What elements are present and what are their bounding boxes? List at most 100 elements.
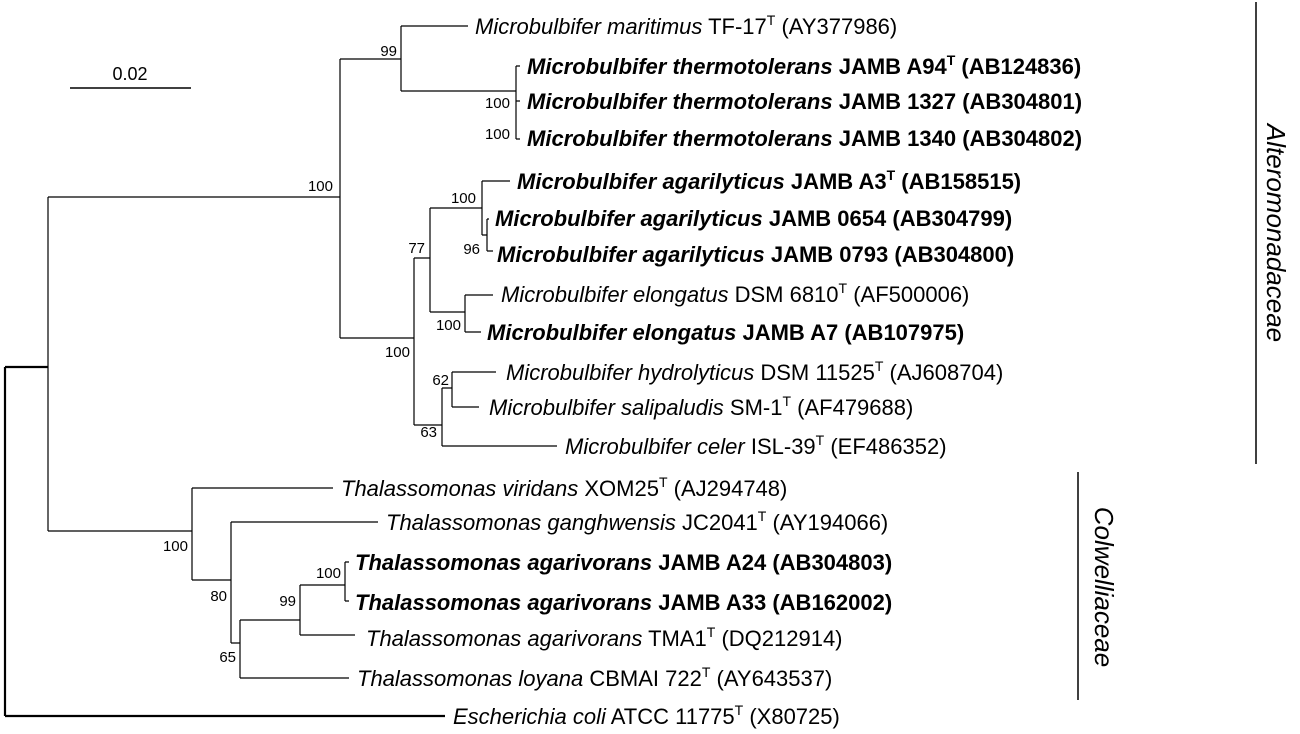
taxon-accession: (AB304803) [766,550,892,575]
branch-ingroup [48,197,340,531]
branch-agarivorans [300,585,355,635]
taxon-accession: (AB304802) [956,126,1082,151]
bootstrap-value: 63 [420,424,437,441]
branch-thalassomonas [192,488,333,580]
taxon-label: Microbulbifer hydrolyticus DSM 11525T (A… [506,358,1003,385]
taxon-accession: (AB124836) [955,54,1081,79]
taxon-label: Microbulbifer agarilyticus JAMB 0654 (AB… [495,206,1012,231]
taxon-accession: (EF486352) [824,434,946,459]
taxon-species-name: Thalassomonas agarivorans [355,550,652,575]
branch-agarivorans-jamb [345,562,349,601]
taxon-accession: (AY643537) [710,666,832,691]
taxon-strain: JC2041 [676,510,758,535]
bootstrap-value: 100 [308,178,333,195]
taxon-species-name: Microbulbifer hydrolyticus [506,360,754,385]
taxon-strain: JAMB A24 [652,550,767,575]
taxon-strain: XOM25 [578,476,659,501]
taxon-label: Microbulbifer thermotolerans JAMB A94T (… [527,52,1081,79]
taxon-label: Microbulbifer agarilyticus JAMB 0793 (AB… [497,242,1014,267]
taxon-species-name: Escherichia coli [453,704,607,729]
taxon-accession: (AJ608704) [883,360,1003,385]
taxon-species-name: Microbulbifer celer [565,434,746,459]
taxon-accession: (AB304801) [956,89,1082,114]
taxon-labels: Microbulbifer maritimus TF-17T (AY377986… [341,12,1082,729]
taxon-accession: (AB158515) [895,169,1021,194]
taxon-species-name: Thalassomonas agarivorans [366,626,642,651]
taxon-label: Microbulbifer celer ISL-39T (EF486352) [565,432,947,459]
scale-bar: 0.02 [70,64,191,88]
taxon-label: Microbulbifer thermotolerans JAMB 1340 (… [527,126,1082,151]
clade-label-colwelliaceae: Colwelliaceae [1089,507,1119,667]
taxon-strain: ATCC 11775 [606,704,735,729]
bootstrap-value: 100 [385,344,410,361]
taxon-label: Thalassomonas loyana CBMAI 722T (AY64353… [357,664,832,691]
taxon-strain: CBMAI 722 [583,666,702,691]
taxon-strain: SM-1 [724,395,783,420]
bootstrap-value: 100 [163,538,188,555]
taxon-strain: TMA1 [642,626,706,651]
taxon-label: Microbulbifer maritimus TF-17T (AY377986… [475,12,897,39]
taxon-accession: (AJ294748) [668,476,788,501]
taxon-species-name: Microbulbifer thermotolerans [527,89,833,114]
bootstrap-value: 65 [219,649,236,666]
bootstrap-value: 100 [451,190,476,207]
taxon-species-name: Thalassomonas agarivorans [355,590,652,615]
taxon-species-name: Thalassomonas ganghwensis [386,510,676,535]
branch-agarilyticus-elongatus [414,258,442,425]
taxon-species-name: Microbulbifer salipaludis [489,395,724,420]
taxon-strain: ISL-39 [745,434,816,459]
bootstrap-value: 99 [279,593,296,610]
taxon-species-name: Microbulbifer elongatus [487,320,736,345]
bootstrap-value: 62 [432,372,449,389]
taxon-species-name: Thalassomonas loyana [357,666,583,691]
clade-label-alteromonadaceae: Alteromonadaceae [1261,122,1291,342]
taxon-accession: (AB107975) [838,320,964,345]
bootstrap-value: 96 [463,241,480,258]
taxon-strain: JAMB A33 [652,590,766,615]
taxon-accession: (AF500006) [847,282,969,307]
taxon-strain: JAMB A94 [833,54,948,79]
branch-ag-0654-0793 [487,219,493,251]
taxon-label: Microbulbifer elongatus JAMB A7 (AB10797… [487,320,964,345]
bootstrap-value: 100 [316,565,341,582]
taxon-strain: JAMB A7 [736,320,838,345]
taxon-accession: (AF479688) [791,395,913,420]
taxon-label: Thalassomonas agarivorans JAMB A33 (AB16… [355,590,892,615]
taxon-species-name: Microbulbifer agarilyticus [517,169,785,194]
taxon-accession: (AB304799) [886,206,1012,231]
branch-microbulbifer [340,59,414,338]
taxon-species-name: Thalassomonas viridans [341,476,578,501]
taxon-label: Thalassomonas ganghwensis JC2041T (AY194… [386,508,888,535]
branch-ag-el-split [430,208,482,312]
bootstrap-value: 80 [210,588,227,605]
bootstrap-value: 77 [408,240,425,257]
branch-thermotolerans [516,66,520,139]
taxon-species-name: Microbulbifer thermotolerans [527,126,833,151]
taxon-strain: JAMB A3 [785,169,887,194]
bootstrap-value: 100 [485,126,510,143]
taxon-species-name: Microbulbifer elongatus [501,282,728,307]
taxon-strain: JAMB 1340 [833,126,957,151]
branch-thal-sub2 [240,620,349,678]
clade-annotations: Alteromonadaceae Colwelliaceae [1078,2,1291,700]
taxon-label: Microbulbifer agarilyticus JAMB A3T (AB1… [517,167,1021,194]
scale-bar-label: 0.02 [112,64,147,84]
taxon-accession: (AB162002) [766,590,892,615]
branch-thal-sub [231,522,378,643]
taxon-strain: DSM 11525 [754,360,875,385]
taxon-label: Microbulbifer thermotolerans JAMB 1327 (… [527,89,1082,114]
taxon-species-name: Microbulbifer agarilyticus [495,206,763,231]
taxon-label: Thalassomonas agarivorans TMA1T (DQ21291… [366,624,843,651]
bootstrap-value: 100 [436,317,461,334]
taxon-strain: TF-17 [702,14,766,39]
taxon-label: Escherichia coli ATCC 11775T (X80725) [453,702,840,729]
taxon-strain: JAMB 0793 [765,242,889,267]
taxon-label: Thalassomonas viridans XOM25T (AJ294748) [341,474,787,501]
taxon-accession: (AY194066) [766,510,888,535]
taxon-accession: (X80725) [743,704,840,729]
taxon-species-name: Microbulbifer thermotolerans [527,54,833,79]
taxon-strain: JAMB 1327 [833,89,957,114]
taxon-label: Microbulbifer salipaludis SM-1T (AF47968… [489,393,913,420]
taxon-accession: (DQ212914) [715,626,842,651]
